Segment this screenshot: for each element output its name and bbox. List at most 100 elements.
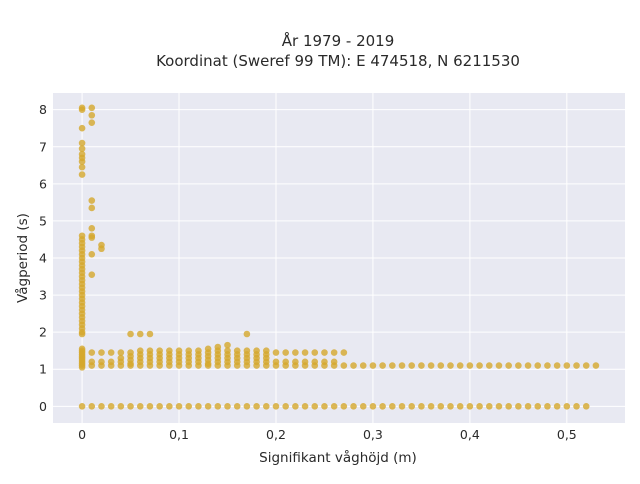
data-point: [398, 403, 406, 410]
data-point: [166, 362, 173, 369]
data-point: [156, 362, 163, 369]
data-point: [369, 403, 377, 410]
y-tick-label: 0: [39, 399, 47, 414]
data-point: [78, 171, 86, 178]
y-axis-label: Vågperiod (s): [14, 213, 31, 303]
data-point: [534, 362, 542, 369]
data-point: [243, 330, 251, 338]
data-point: [592, 362, 600, 369]
data-point: [515, 362, 522, 369]
data-point: [88, 204, 96, 212]
y-tick-label: 7: [39, 139, 47, 154]
data-point: [233, 403, 241, 410]
data-point: [214, 362, 222, 369]
x-axis-label: Signifikant våghöjd (m): [259, 449, 417, 466]
x-tick-label: 0,1: [169, 427, 189, 442]
y-tick-label: 3: [39, 288, 47, 303]
data-point: [427, 362, 435, 369]
data-point: [534, 403, 542, 410]
data-point: [146, 403, 154, 410]
data-point: [78, 139, 86, 147]
data-point: [107, 362, 115, 369]
data-point: [476, 362, 483, 369]
data-point: [146, 330, 154, 338]
data-point: [204, 362, 212, 369]
data-point: [563, 403, 571, 410]
data-point: [359, 362, 367, 369]
data-point: [466, 362, 474, 369]
data-point: [262, 362, 270, 369]
y-tick-label: 6: [39, 176, 47, 191]
data-point: [107, 349, 115, 356]
data-point: [282, 349, 289, 356]
data-point: [369, 362, 377, 369]
data-point: [321, 362, 328, 369]
data-point: [321, 349, 328, 356]
data-point: [340, 362, 348, 369]
x-tick-label: 0: [78, 427, 86, 442]
data-point: [88, 362, 96, 369]
x-tick-label: 0,4: [460, 427, 480, 442]
data-point: [340, 403, 348, 410]
data-point: [98, 362, 105, 369]
data-point: [243, 403, 251, 410]
data-point: [437, 362, 445, 369]
data-point: [78, 330, 86, 338]
data-point: [78, 163, 86, 171]
data-point: [78, 124, 86, 132]
data-point: [78, 106, 86, 113]
data-point: [485, 362, 493, 369]
x-tick-label: 0,2: [266, 427, 286, 442]
data-point: [272, 349, 280, 356]
data-point: [88, 349, 96, 356]
data-point: [282, 362, 289, 369]
data-point: [398, 362, 406, 369]
y-tick-label: 1: [39, 362, 47, 377]
data-point: [330, 403, 338, 410]
data-point: [185, 403, 193, 410]
data-point: [253, 362, 260, 369]
data-point: [98, 245, 105, 253]
data-point: [447, 362, 454, 369]
tick-labels: 0 0,1 0,2 0,3 0,4 0,5 0 1 2 3 4 5 6 7 8: [39, 102, 577, 442]
data-point: [330, 349, 338, 356]
data-point: [573, 362, 580, 369]
data-point: [262, 403, 270, 410]
data-point: [253, 403, 260, 410]
data-point: [350, 362, 357, 369]
data-point: [311, 403, 319, 410]
data-point: [88, 234, 96, 241]
chart-title-line-1: År 1979 - 2019: [282, 31, 395, 50]
data-point: [107, 403, 115, 410]
data-point: [88, 271, 96, 278]
data-point: [485, 403, 493, 410]
data-point: [146, 362, 154, 369]
data-point: [272, 403, 280, 410]
data-point: [379, 403, 386, 410]
data-point: [389, 403, 396, 410]
data-point: [78, 145, 86, 152]
data-point: [127, 330, 134, 338]
data-point: [418, 362, 425, 369]
y-tick-label: 4: [39, 251, 47, 266]
data-point: [563, 362, 571, 369]
data-point: [195, 403, 202, 410]
data-point: [88, 403, 96, 410]
data-point: [136, 403, 144, 410]
data-point: [447, 403, 454, 410]
data-point: [127, 362, 134, 369]
data-point: [88, 111, 96, 119]
data-point: [301, 349, 309, 356]
data-point: [224, 362, 231, 369]
y-tick-label: 8: [39, 102, 47, 117]
data-point: [301, 403, 309, 410]
data-point: [292, 349, 299, 356]
data-point: [175, 362, 183, 369]
chart-title-line-2: Koordinat (Sweref 99 TM): E 474518, N 62…: [156, 52, 520, 70]
data-point: [243, 362, 251, 369]
data-point: [427, 403, 435, 410]
data-point: [78, 364, 86, 371]
data-point: [78, 158, 86, 165]
